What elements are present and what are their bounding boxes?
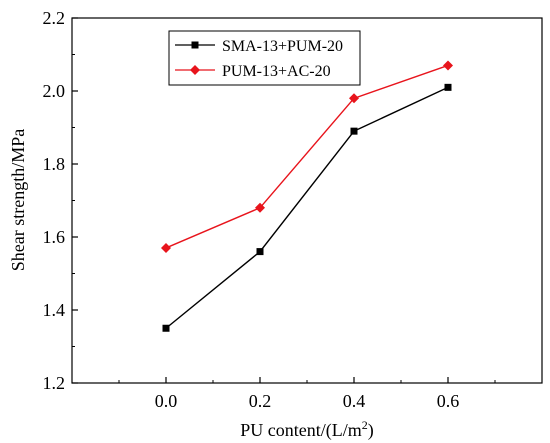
y-tick-label: 1.2 [43,373,66,393]
x-axis-title-superscript: 2 [362,418,368,432]
y-tick-label: 1.8 [43,154,66,174]
data-point-series-2 [349,93,359,104]
x-axis-title-main: PU content/(L/m [240,420,361,441]
y-tick-label: 2.2 [43,8,66,28]
legend-marker-series-2 [190,65,200,75]
y-tick-label: 1.4 [43,300,66,320]
data-point-series-2 [255,202,265,213]
legend-label-series-2: PUM-13+AC-20 [222,63,331,80]
series-line-2 [165,64,449,249]
y-tick-label: 2.0 [43,81,66,101]
x-tick-label: 0.2 [249,391,272,411]
plot-marks [161,60,453,332]
legend: SMA-13+PUM-20 PUM-13+AC-20 [168,30,361,86]
x-axis-title-end: ) [368,420,374,441]
x-tick-label: 0.0 [155,391,178,411]
data-point-series-1 [256,248,264,256]
data-point-series-2 [443,60,453,71]
legend-label-series-1: SMA-13+PUM-20 [222,38,343,55]
x-tick-label: 0.6 [437,391,460,411]
data-point-series-1 [162,324,170,332]
y-tick-label: 1.6 [43,227,66,247]
series-line-1 [165,86,449,329]
axis-ticks: 1.2 1.4 1.6 1.8 2.0 2.2 0.0 0.2 0.4 0.6 [43,8,496,411]
data-point-series-1 [350,127,358,135]
x-tick-label: 0.4 [343,391,366,411]
legend-box [168,30,361,86]
data-point-series-2 [161,242,171,253]
data-point-series-1 [444,83,452,91]
y-axis-title: Shear strength/MPa [8,129,28,271]
x-axis-title: PU content/(L/m2) [240,418,373,441]
legend-marker-series-1 [191,41,199,49]
